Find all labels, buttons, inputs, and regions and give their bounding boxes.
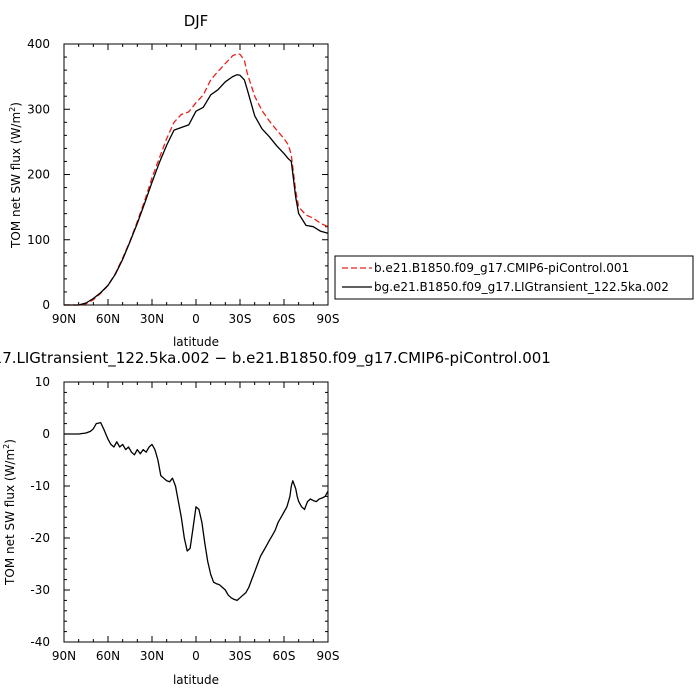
x-tick-label: 90N: [52, 312, 76, 326]
panel2-x-tick-labels: 90N 60N 30N 0 30S 60S 90S: [52, 649, 340, 663]
x-tick-label: 90N: [52, 649, 76, 663]
x-tick-label: 60S: [273, 649, 296, 663]
panel2-y-axis-label: TOM net SW flux (W/m2): [2, 439, 17, 586]
x-tick-label: 0: [192, 312, 200, 326]
panel1-y-axis-label: TOM net SW flux (W/m2): [8, 102, 23, 249]
legend-box: [334, 255, 694, 300]
panel1-title: DJF: [184, 12, 209, 30]
panel1-frame: [63, 43, 329, 306]
x-tick-label: 60S: [273, 312, 296, 326]
x-tick-label: 60N: [96, 649, 120, 663]
y-tick-label: 0: [42, 298, 50, 312]
panel1-x-tick-labels: 90N 60N 30N 0 30S 60S 90S: [52, 312, 340, 326]
y-tick-label: 300: [27, 102, 50, 116]
series-line-1-1: [64, 74, 329, 306]
x-tick-label: 30S: [229, 649, 252, 663]
panel2-x-axis-label: latitude: [173, 673, 219, 687]
legend: b.e21.B1850.f09_g17.CMIP6-piControl.001 …: [334, 255, 694, 300]
y-tick-label: -30: [30, 583, 50, 597]
x-tick-label: 30N: [140, 312, 164, 326]
x-tick-label: 30N: [140, 649, 164, 663]
y-tick-label: 400: [27, 37, 50, 51]
y-tick-label: 10: [35, 375, 50, 389]
panel2-y-tick-labels: -40 -30 -20 -10 0 10: [30, 375, 50, 649]
panel2-ticks: [63, 381, 329, 643]
y-tick-label: 200: [27, 168, 50, 182]
panel2-frame: [63, 381, 329, 643]
panel1-y-tick-labels: 0 100 200 300 400: [27, 37, 50, 312]
legend-label-ligtransient: bg.e21.B1850.f09_g17.LIGtransient_122.5k…: [374, 280, 669, 294]
y-tick-label: -40: [30, 635, 50, 649]
x-tick-label: 30S: [229, 312, 252, 326]
y-tick-label: -20: [30, 531, 50, 545]
panel1-ticks: [63, 43, 329, 306]
panel2-title: bg.e21.B1850.f09_g17.LIGtransient_122.5k…: [0, 349, 551, 368]
y-tick-label: 0: [42, 427, 50, 441]
y-tick-label: 100: [27, 233, 50, 247]
y-tick-label: -10: [30, 479, 50, 493]
x-tick-label: 0: [192, 649, 200, 663]
x-tick-label: 90S: [317, 312, 340, 326]
series-line-1-0: [64, 53, 329, 306]
legend-label-picontrol: b.e21.B1850.f09_g17.CMIP6-piControl.001: [374, 261, 629, 275]
panel1-series: [64, 53, 329, 306]
panel2-series: [64, 421, 329, 602]
panel1-x-axis-label: latitude: [173, 335, 219, 349]
panel1-plot-area: 90N 60N 30N 0 30S 60S 90S 0 100 200 300 400: [27, 37, 339, 326]
series-line-2-0: [64, 421, 329, 602]
x-tick-label: 60N: [96, 312, 120, 326]
panel2-plot-area: 90N 60N 30N 0 30S 60S 90S -40 -30 -20 -10 0 10: [30, 375, 339, 663]
x-tick-label: 90S: [317, 649, 340, 663]
